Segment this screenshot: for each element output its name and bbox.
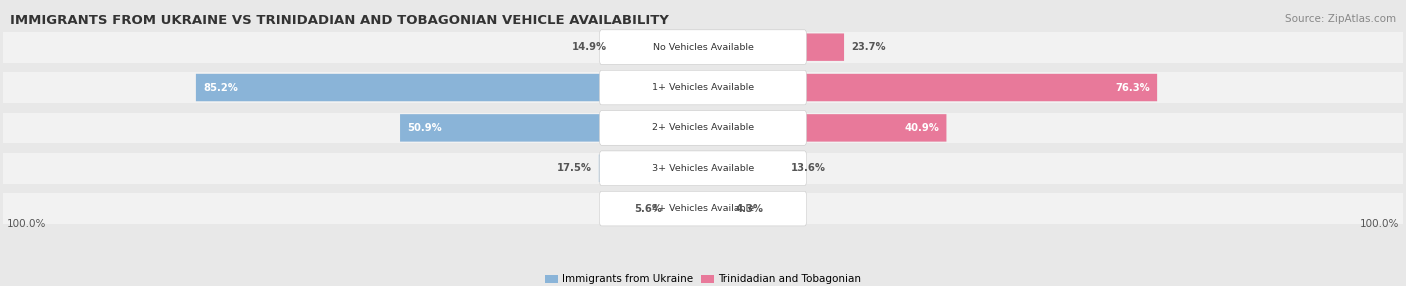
FancyBboxPatch shape xyxy=(669,195,703,222)
FancyBboxPatch shape xyxy=(599,70,807,105)
FancyBboxPatch shape xyxy=(599,191,807,226)
Text: 100.0%: 100.0% xyxy=(7,219,46,229)
FancyBboxPatch shape xyxy=(703,33,844,61)
FancyBboxPatch shape xyxy=(3,193,1403,224)
Text: 4+ Vehicles Available: 4+ Vehicles Available xyxy=(652,204,754,213)
Text: 17.5%: 17.5% xyxy=(557,163,592,173)
Text: 100.0%: 100.0% xyxy=(1360,219,1399,229)
Text: No Vehicles Available: No Vehicles Available xyxy=(652,43,754,52)
FancyBboxPatch shape xyxy=(401,114,703,142)
Text: 3+ Vehicles Available: 3+ Vehicles Available xyxy=(652,164,754,173)
FancyBboxPatch shape xyxy=(599,111,807,145)
Text: 23.7%: 23.7% xyxy=(851,42,886,52)
FancyBboxPatch shape xyxy=(3,32,1403,63)
Text: 1+ Vehicles Available: 1+ Vehicles Available xyxy=(652,83,754,92)
FancyBboxPatch shape xyxy=(195,74,703,101)
Text: 50.9%: 50.9% xyxy=(408,123,441,133)
Text: 85.2%: 85.2% xyxy=(202,83,238,93)
FancyBboxPatch shape xyxy=(703,114,946,142)
FancyBboxPatch shape xyxy=(3,72,1403,103)
FancyBboxPatch shape xyxy=(703,195,728,222)
FancyBboxPatch shape xyxy=(3,153,1403,184)
Text: Source: ZipAtlas.com: Source: ZipAtlas.com xyxy=(1285,14,1396,24)
FancyBboxPatch shape xyxy=(3,113,1403,143)
Text: 4.3%: 4.3% xyxy=(735,204,763,214)
FancyBboxPatch shape xyxy=(599,151,807,186)
Text: 13.6%: 13.6% xyxy=(792,163,825,173)
FancyBboxPatch shape xyxy=(599,154,703,182)
Text: 40.9%: 40.9% xyxy=(904,123,939,133)
Text: IMMIGRANTS FROM UKRAINE VS TRINIDADIAN AND TOBAGONIAN VEHICLE AVAILABILITY: IMMIGRANTS FROM UKRAINE VS TRINIDADIAN A… xyxy=(10,14,669,27)
FancyBboxPatch shape xyxy=(599,30,807,64)
Text: 2+ Vehicles Available: 2+ Vehicles Available xyxy=(652,123,754,132)
FancyBboxPatch shape xyxy=(703,154,785,182)
Legend: Immigrants from Ukraine, Trinidadian and Tobagonian: Immigrants from Ukraine, Trinidadian and… xyxy=(546,274,860,284)
Text: 14.9%: 14.9% xyxy=(572,42,607,52)
FancyBboxPatch shape xyxy=(614,33,703,61)
FancyBboxPatch shape xyxy=(703,74,1157,101)
Text: 76.3%: 76.3% xyxy=(1115,83,1150,93)
Text: 5.6%: 5.6% xyxy=(634,204,662,214)
